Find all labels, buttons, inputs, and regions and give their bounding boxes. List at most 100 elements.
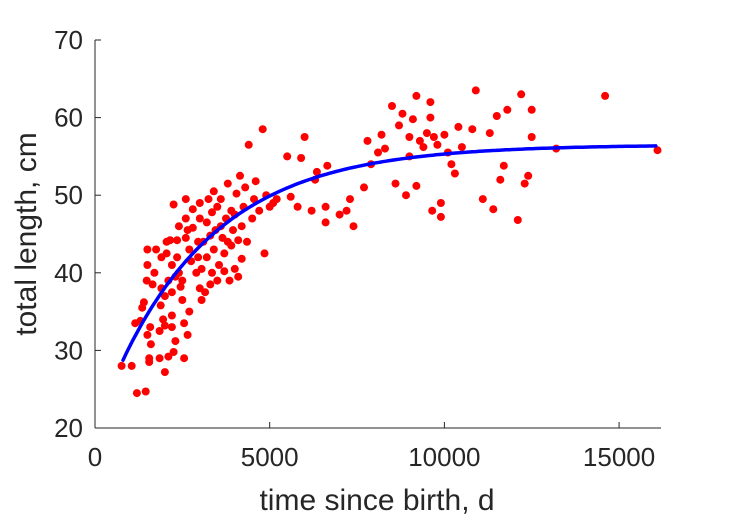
data-point [391,179,400,188]
data-point [167,323,176,332]
y-tick-label: 70 [54,25,83,55]
data-point [312,167,321,176]
axes [94,40,661,429]
data-point [499,161,508,170]
data-point [178,296,187,304]
data-point [132,389,141,398]
data-point [160,368,169,377]
data-point [513,216,522,224]
data-point [255,206,264,215]
data-point [492,112,501,120]
data-point [517,90,526,99]
data-point [250,195,258,204]
data-point [145,358,154,366]
data-point [244,140,253,149]
data-point [251,177,260,186]
data-point [202,253,211,262]
data-point [229,226,237,235]
data-point [117,361,126,370]
data-point [520,179,529,188]
y-axis-label: total length, cm [10,132,43,335]
data-point [166,236,175,245]
data-point [428,206,437,215]
data-point [440,130,449,139]
data-point [258,125,267,134]
x-tick-label: 5000 [241,442,299,472]
data-point [601,91,610,100]
data-point [234,236,243,245]
data-point [335,210,344,219]
data-point [208,268,216,277]
data-point [468,125,477,134]
data-point [142,276,151,285]
data-point [360,183,368,192]
data-point [146,323,155,332]
data-point [202,218,211,227]
data-point [209,187,218,196]
data-point [436,212,445,221]
data-point [206,280,215,289]
x-tick-label: 0 [88,442,102,472]
data-point [171,337,180,346]
data-point [237,222,246,231]
data-point [433,140,442,149]
data-point [236,171,244,180]
data-point [178,276,187,285]
data-point [139,298,148,307]
data-point [457,143,466,152]
data-point [180,319,189,328]
data-point [227,241,236,250]
data-point [143,330,152,339]
data-point [381,144,389,153]
data-point [160,321,169,330]
fit-curve [121,144,658,362]
data-point [415,136,424,145]
data-point [377,130,386,139]
data-point [503,105,512,114]
data-point [146,340,155,349]
data-point [150,268,159,277]
data-point [243,237,251,246]
data-point [156,301,165,310]
data-point [169,348,178,356]
data-layer [117,86,662,398]
data-point [402,191,410,200]
data-point [412,181,421,190]
data-point [155,354,164,363]
data-point [185,245,194,254]
data-point [174,222,183,231]
data-point [159,315,168,324]
x-tick-label: 10000 [408,442,480,472]
data-point [323,161,332,170]
data-point [152,245,161,254]
data-point [237,254,246,263]
data-point [162,249,171,258]
y-tick-label: 40 [54,258,83,288]
data-point [230,264,239,273]
data-point [398,109,407,118]
data-point [167,261,176,269]
data-point [185,307,194,316]
data-point [213,276,222,285]
data-point [260,249,269,258]
data-point [173,253,182,262]
data-point [180,354,189,363]
data-point [197,296,206,304]
data-point [489,205,498,214]
data-point [220,267,229,276]
data-point [181,195,190,204]
data-point [429,133,438,141]
data-point [160,292,169,301]
data-point [173,236,182,245]
data-point [225,276,234,285]
data-point [241,183,250,192]
data-point [653,146,662,155]
data-point [272,195,281,204]
data-point [286,192,295,201]
data-point [169,200,178,209]
data-point [485,129,494,138]
data-point [307,206,316,215]
data-point [195,199,204,207]
